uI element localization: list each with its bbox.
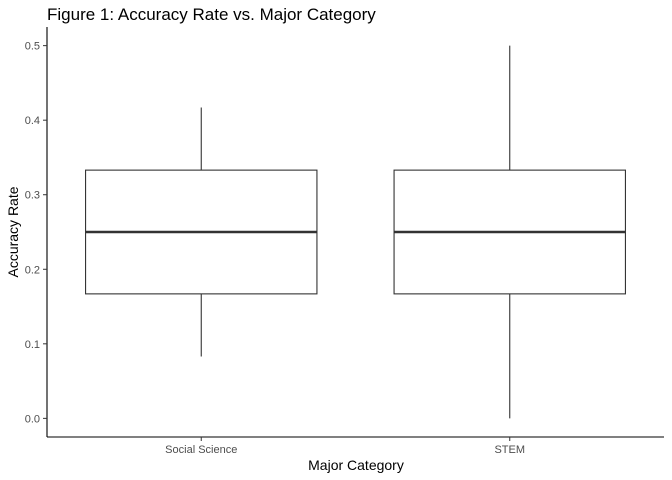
y-tick-label: 0.4 [25,115,40,127]
x-tick-label: STEM [494,444,525,456]
y-axis-title: Accuracy Rate [5,186,21,277]
y-tick-label: 0.2 [25,264,40,276]
y-tick-label: 0.5 [25,41,40,53]
y-tick-label: 0.1 [25,339,40,351]
chart-title: Figure 1: Accuracy Rate vs. Major Catego… [47,5,376,24]
y-tick-label: 0.3 [25,190,40,202]
x-axis-title: Major Category [308,457,404,473]
plot-area: 0.0 0.1 0.2 0.3 0.4 0.5 Social Science STEM [25,27,664,456]
y-tick-label: 0.0 [25,413,40,425]
x-tick-label: Social Science [165,444,237,456]
